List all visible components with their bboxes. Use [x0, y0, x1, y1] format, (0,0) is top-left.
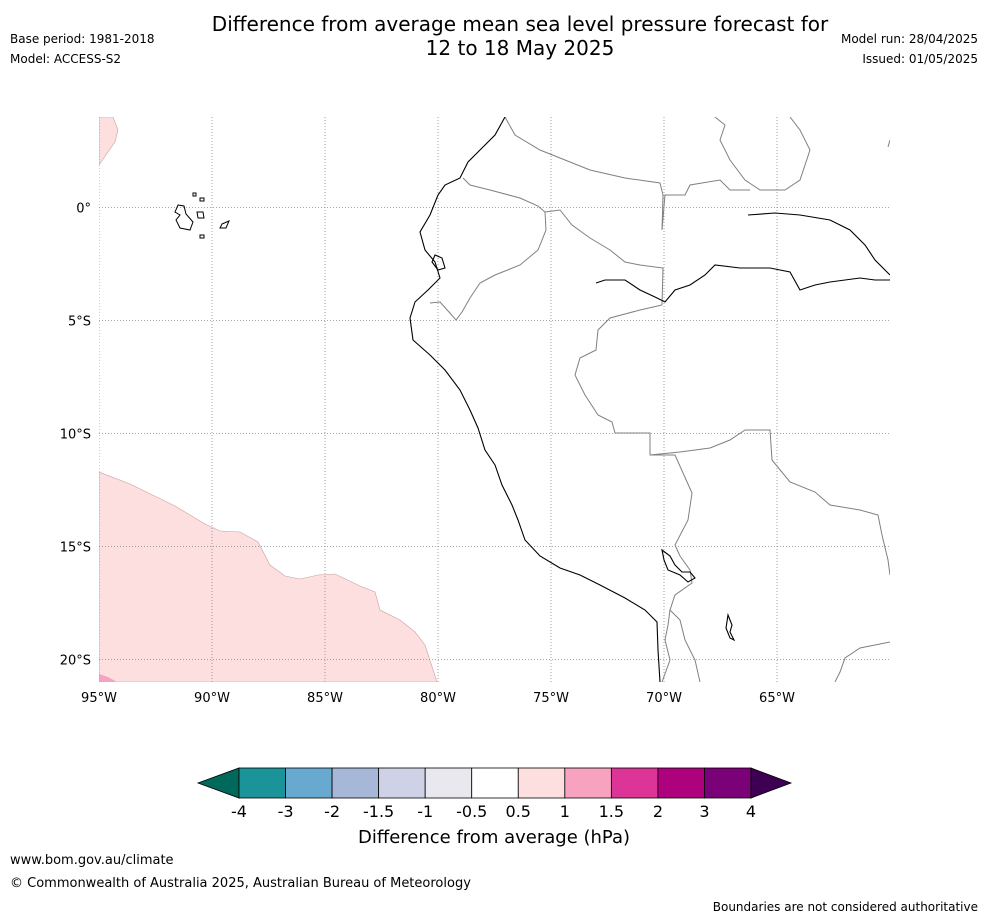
colorbar-tick-label: -1 [417, 802, 433, 821]
colorbar-segment [657, 767, 705, 799]
latitude-label: 0° [76, 201, 91, 216]
brazil-venezuela-border [714, 117, 811, 191]
longitude-label: 65°W [759, 691, 795, 706]
colorbar-tick-label: 4 [746, 802, 756, 821]
southwest-corner-anomaly [99, 674, 117, 682]
longitude-label: 80°W [420, 691, 456, 706]
colorbar-labels: -4 -3 -2 -1.5 -1 -0.5 0.5 1 1.5 2 3 4 [231, 802, 756, 821]
colorbar-segment [517, 767, 566, 799]
colorbar-segment [564, 767, 612, 799]
model-name: Model: ACCESS-S2 [10, 52, 122, 66]
ecuador-peru-border [429, 211, 547, 321]
longitude-labels: 95°W 90°W 85°W 80°W 75°W 70°W 65°W [81, 691, 795, 706]
issued-date: Issued: 01/05/2025 [862, 52, 978, 66]
colorbar-tick-label: 2 [653, 802, 663, 821]
colombia-venezuela-border [504, 117, 664, 231]
colorbar-segment [610, 767, 659, 799]
bolivia-chile-border [661, 609, 671, 682]
colorbar-segment [471, 767, 519, 799]
southwest-positive-anomaly [99, 471, 438, 682]
colorbar-tick-label: 1 [560, 802, 570, 821]
isabela-island [174, 204, 194, 231]
pinta-island [192, 192, 197, 197]
gridlines [99, 117, 890, 682]
colombia-peru-border [544, 209, 664, 306]
pacific-coast [409, 117, 661, 682]
title-line-1: Difference from average mean sea level p… [211, 12, 829, 36]
colorbar-tick-label: 0.5 [506, 802, 531, 821]
latitude-label: 10°S [60, 427, 91, 442]
longitude-label: 70°W [646, 691, 682, 706]
floreana-island [199, 234, 205, 239]
longitude-label: 75°W [533, 691, 569, 706]
colorbar-segment [331, 767, 380, 799]
colorbar-tick-label: -4 [231, 802, 247, 821]
chart-title: Difference from average mean sea level p… [150, 12, 890, 60]
country-boundaries [429, 117, 890, 682]
latitude-label: 15°S [60, 540, 91, 555]
colorbar-over-triangle [750, 767, 793, 799]
peru-brazil-border [574, 304, 693, 571]
northwest-positive-anomaly [99, 117, 119, 166]
colorbar-segment [378, 767, 426, 799]
colorbar: -4 -3 -2 -1.5 -1 -0.5 0.5 1 1.5 2 3 4 Difference fr… [196, 767, 793, 848]
santa-cruz-island [196, 211, 205, 219]
longitude-label: 90°W [194, 691, 230, 706]
san-cristobal-island [219, 220, 230, 229]
colorbar-segments [238, 767, 752, 799]
genovesa-island [199, 197, 205, 202]
footer-url[interactable]: www.bom.gov.au/climate [10, 853, 174, 868]
footer-disclaimer: Boundaries are not considered authoritat… [712, 900, 978, 914]
colorbar-tick-label: 3 [699, 802, 709, 821]
colombia-ecuador-border [462, 177, 546, 213]
venezuela-guyana-border [887, 139, 890, 148]
meta-right: Model run: 28/04/2025 Issued: 01/05/2025 [841, 32, 978, 72]
gulf-of-guayaquil [431, 254, 446, 271]
latitude-label: 20°S [60, 653, 91, 668]
model-run: Model run: 28/04/2025 [840, 32, 978, 46]
title-line-2: 12 to 18 May 2025 [425, 36, 615, 60]
colorbar-under-triangle [196, 767, 240, 799]
coastlines [409, 117, 890, 682]
longitude-label: 95°W [81, 691, 117, 706]
footer-copyright: © Commonwealth of Australia 2025, Austra… [10, 876, 471, 891]
bolivia-peru-border [669, 569, 701, 682]
colorbar-segment [704, 767, 752, 799]
bolivia-paraguay-border [834, 641, 890, 682]
amazon-river [595, 264, 890, 303]
latitude-labels: 0° 5°S 10°S 15°S 20°S [60, 201, 91, 668]
colorbar-tick-label: -0.5 [456, 802, 487, 821]
colorbar-segment [285, 767, 333, 799]
latitude-label: 5°S [68, 314, 91, 329]
base-period: Base period: 1981-2018 [10, 32, 155, 46]
bolivia-brazil-border [649, 429, 890, 576]
amazon-tributary [747, 212, 890, 276]
lake-poopo [725, 612, 736, 642]
colombia-brazil-border [661, 179, 750, 231]
longitude-label: 85°W [307, 691, 343, 706]
colorbar-tick-label: -1.5 [363, 802, 394, 821]
colorbar-segment [238, 767, 286, 799]
meta-left: Base period: 1981-2018 Model: ACCESS-S2 [10, 32, 155, 72]
lake-titicaca [661, 548, 696, 583]
colorbar-title: Difference from average (hPa) [358, 827, 630, 848]
colorbar-tick-label: -2 [324, 802, 340, 821]
colorbar-segment [424, 767, 473, 799]
colorbar-tick-label: -3 [278, 802, 294, 821]
colorbar-tick-label: 1.5 [599, 802, 624, 821]
galapagos-islands [174, 192, 230, 239]
